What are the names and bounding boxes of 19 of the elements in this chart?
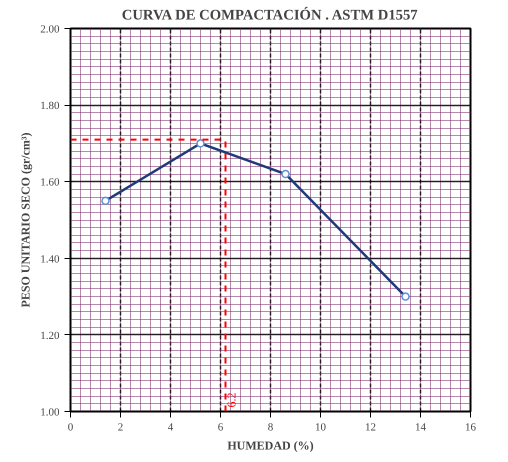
ref-line-label: 6.2 — [224, 392, 238, 408]
y-tick-label: 1.00 — [40, 406, 60, 418]
y-tick-label: 2.00 — [40, 24, 60, 36]
y-tick-label: 1.40 — [40, 253, 60, 266]
x-tick-label: 12 — [365, 422, 376, 434]
x-tick-label: 14 — [415, 422, 426, 434]
x-tick-label: 10 — [315, 422, 326, 434]
x-tick-label: 2 — [118, 422, 124, 434]
x-tick-label: 0 — [68, 422, 74, 434]
x-axis-title: HUMEDAD (%) — [227, 438, 314, 452]
x-tick-label: 8 — [268, 422, 274, 434]
chart-title: CURVA DE COMPACTACIÓN . ASTM D1557 — [122, 6, 418, 24]
x-tick-label: 6 — [218, 422, 224, 434]
y-tick-label: 1.80 — [40, 100, 60, 112]
y-tick-label: 1.60 — [40, 176, 60, 189]
y-axis-title: PESO UNITARIO SECO (gr/cm³) — [18, 132, 32, 308]
x-tick-label: 4 — [168, 422, 174, 434]
y-tick-label: 1.20 — [40, 330, 60, 342]
x-tick-label: 16 — [465, 422, 476, 434]
